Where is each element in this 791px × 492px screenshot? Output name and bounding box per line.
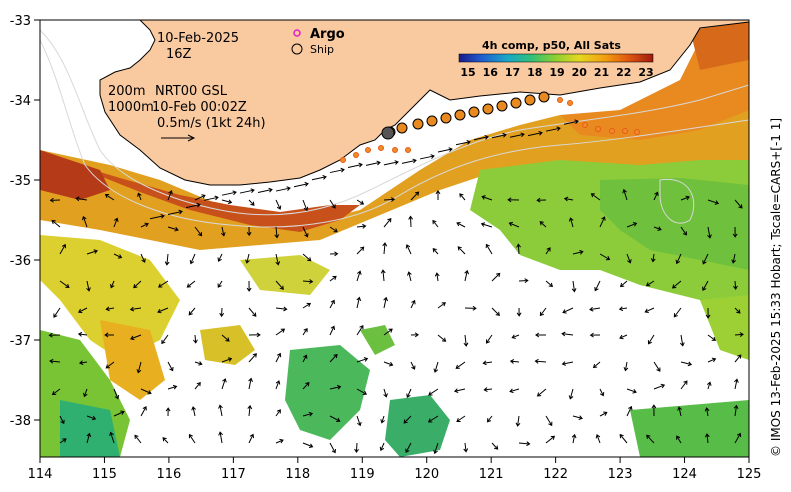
y-axis: -33 -34 -35 -36 -37 -38 [10, 14, 40, 429]
isobath2-label: 1000m [108, 100, 154, 115]
isobaths [40, 29, 749, 228]
x-tick-label: 123 [608, 467, 633, 482]
vector-scale-label: 0.5m/s (1kt 24h) [157, 116, 266, 131]
colorbar [458, 53, 654, 63]
x-tick-label: 124 [672, 467, 697, 482]
current-vectors [48, 119, 744, 455]
x-tick-label: 114 [28, 467, 53, 482]
colorbar-title: 4h comp, p50, All Sats [482, 39, 621, 52]
sst-field [40, 22, 749, 457]
colorbar-tick-label: 19 [549, 66, 564, 79]
plot-area [40, 20, 749, 457]
colorbar-tick-label: 22 [616, 66, 631, 79]
x-tick-label: 116 [156, 467, 181, 482]
ship-legend-label: Ship [310, 43, 334, 56]
x-tick-label: 119 [350, 467, 375, 482]
x-tick-label: 118 [285, 467, 310, 482]
x-tick-label: 117 [221, 467, 246, 482]
colorbar-tick-label: 15 [460, 66, 475, 79]
x-axis: 114 115 116 117 118 119 120 121 122 123 124 125 [28, 457, 762, 482]
x-tick-label: 120 [414, 467, 439, 482]
y-tick-label: -34 [10, 94, 31, 109]
colorbar-ticks: 15 16 17 18 19 20 21 22 23 [460, 66, 653, 79]
argo-floats [340, 97, 640, 163]
hour-label: 16Z [166, 47, 192, 62]
isobath-label: 200m [108, 84, 145, 99]
x-tick-label: 122 [543, 467, 568, 482]
y-tick-label: -36 [10, 254, 31, 269]
date-label: 10-Feb-2025 [157, 31, 239, 46]
y-tick-label: -35 [10, 174, 31, 189]
colorbar-tick-label: 23 [638, 66, 653, 79]
colorbar-tick-label: 17 [505, 66, 520, 79]
plot-frame [39, 19, 750, 458]
scale-arrow-icon [161, 134, 196, 142]
model-label: NRT00 GSL [155, 84, 228, 99]
model-time-label: 10-Feb 00:02Z [152, 100, 247, 115]
colorbar-tick-label: 20 [572, 66, 588, 79]
x-tick-label: 125 [737, 467, 762, 482]
credit-label: © IMOS 13-Feb-2025 15:33 Hobart; Tscale=… [769, 118, 783, 457]
x-tick-label: 115 [92, 467, 117, 482]
argo-legend-label: Argo [310, 27, 345, 42]
y-tick-label: -37 [10, 334, 31, 349]
argo-legend-icon [293, 29, 301, 37]
colorbar-tick-label: 16 [483, 66, 499, 79]
ship-track [381, 91, 550, 140]
colorbar-tick-label: 18 [527, 66, 542, 79]
ship-legend-icon [291, 43, 303, 55]
x-tick-label: 121 [479, 467, 504, 482]
colorbar-tick-label: 21 [594, 66, 609, 79]
y-tick-label: -38 [10, 414, 31, 429]
y-tick-label: -33 [10, 14, 31, 29]
